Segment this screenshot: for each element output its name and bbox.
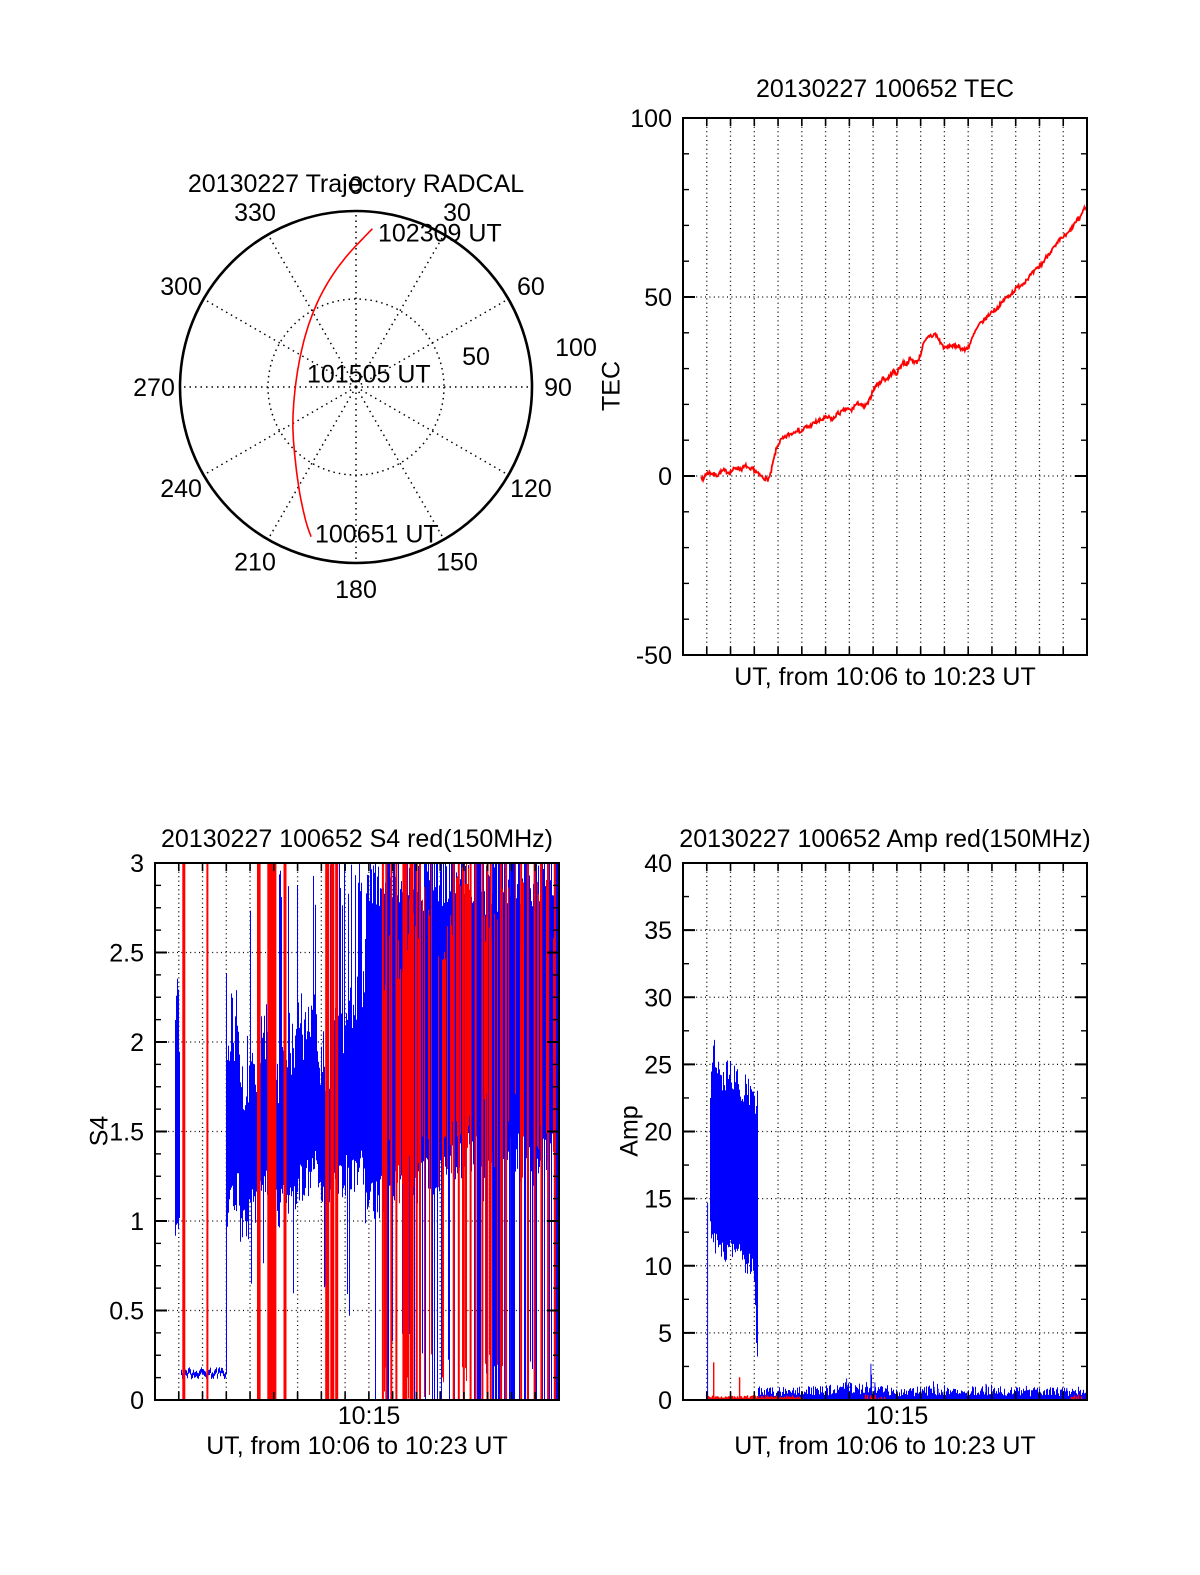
s4-x-tick-label: 10:15 <box>337 1402 401 1430</box>
svg-text:20: 20 <box>644 1119 672 1147</box>
tec-y-axis-label: TEC <box>597 361 626 411</box>
svg-text:35: 35 <box>644 917 672 945</box>
trajectory-mid-time-annotation: 101505 UT <box>307 360 431 389</box>
svg-text:50: 50 <box>644 284 672 312</box>
svg-text:30: 30 <box>443 199 471 227</box>
svg-text:2: 2 <box>130 1029 144 1057</box>
s4-y-axis-label: S4 <box>85 1115 114 1147</box>
svg-text:210: 210 <box>234 549 276 577</box>
trajectory-end-time-annotation: 102309 UT <box>378 219 502 248</box>
svg-text:270: 270 <box>133 374 175 402</box>
svg-text:50: 50 <box>462 343 490 371</box>
svg-text:0: 0 <box>130 1387 144 1415</box>
svg-text:0.5: 0.5 <box>109 1298 144 1326</box>
svg-text:90: 90 <box>544 374 572 402</box>
svg-text:100: 100 <box>630 105 672 133</box>
svg-text:25: 25 <box>644 1051 672 1079</box>
svg-text:3: 3 <box>130 850 144 878</box>
svg-text:0: 0 <box>349 172 363 200</box>
tec-title: 20130227 100652 TEC <box>755 75 1015 103</box>
amp-y-axis-label: Amp <box>615 1105 644 1157</box>
svg-text:300: 300 <box>160 273 202 301</box>
svg-text:60: 60 <box>517 273 545 301</box>
svg-text:100: 100 <box>555 334 597 362</box>
svg-text:30: 30 <box>644 984 672 1012</box>
svg-text:150: 150 <box>436 549 478 577</box>
amp-x-axis-label: UT, from 10:06 to 10:23 UT <box>734 1432 1036 1460</box>
svg-text:40: 40 <box>644 850 672 878</box>
svg-text:1: 1 <box>130 1208 144 1236</box>
s4-x-axis-label: UT, from 10:06 to 10:23 UT <box>206 1432 508 1460</box>
svg-text:1.5: 1.5 <box>109 1119 144 1147</box>
svg-text:2.5: 2.5 <box>109 940 144 968</box>
svg-text:180: 180 <box>335 576 377 604</box>
svg-text:120: 120 <box>510 475 552 503</box>
svg-text:330: 330 <box>234 199 276 227</box>
svg-text:240: 240 <box>160 475 202 503</box>
polar-title: 20130227 Trajectory RADCAL <box>187 170 525 198</box>
trajectory-start-time-annotation: 100651 UT <box>315 520 439 549</box>
s4-title: 20130227 100652 S4 red(150MHz) <box>161 825 553 853</box>
svg-text:0: 0 <box>658 1387 672 1415</box>
svg-text:-50: -50 <box>636 642 672 670</box>
amp-title: 20130227 100652 Amp red(150MHz) <box>679 825 1091 853</box>
svg-text:10: 10 <box>644 1253 672 1281</box>
svg-text:15: 15 <box>644 1186 672 1214</box>
svg-text:5: 5 <box>658 1320 672 1348</box>
svg-text:0: 0 <box>658 463 672 491</box>
amp-x-tick-label: 10:15 <box>865 1402 929 1430</box>
tec-x-axis-label: UT, from 10:06 to 10:23 UT <box>734 663 1036 691</box>
